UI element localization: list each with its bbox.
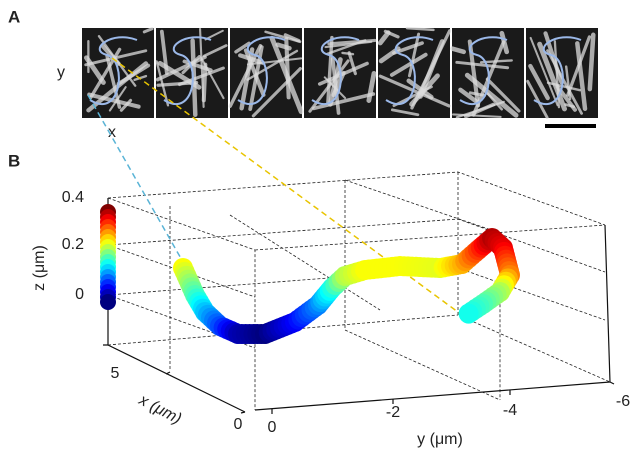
y-tick-label: -2 <box>386 404 400 421</box>
fiber <box>156 80 199 87</box>
fiber <box>200 58 225 100</box>
trajectory <box>173 228 520 344</box>
fiber <box>450 46 466 55</box>
y-tick-label: -6 <box>616 393 630 410</box>
fiber <box>202 44 228 58</box>
fiber <box>88 47 122 100</box>
fiber <box>284 37 291 100</box>
trace <box>385 36 434 105</box>
fiber <box>455 60 510 70</box>
fiber <box>383 29 400 39</box>
fiber <box>464 72 519 118</box>
trace <box>237 36 286 105</box>
trace <box>163 36 212 105</box>
fiber <box>458 87 480 105</box>
z-tick-label: 0.4 <box>62 189 84 206</box>
fiber <box>406 78 434 100</box>
fiber <box>405 26 435 32</box>
fiber <box>327 38 377 46</box>
image-strip <box>82 26 598 119</box>
fiber <box>116 63 151 86</box>
trace <box>89 36 138 105</box>
trace <box>459 36 508 105</box>
axis-label: z (μm) <box>31 245 48 291</box>
fiber <box>378 74 451 108</box>
axis-label: y <box>57 64 65 81</box>
fiber <box>587 32 596 92</box>
axis-label: x (μm) <box>135 391 184 428</box>
fiber <box>452 113 502 118</box>
axis-label: x <box>108 124 116 141</box>
fiber <box>529 36 559 107</box>
trace <box>533 36 582 105</box>
x-tick-label: 0 <box>234 416 243 433</box>
color-scale <box>100 204 116 310</box>
fiber <box>177 66 225 87</box>
fiber <box>234 41 251 54</box>
fiber <box>389 52 428 77</box>
fiber <box>390 108 420 117</box>
link-line <box>87 94 184 263</box>
fiber <box>546 81 582 92</box>
y-tick-label: 0 <box>268 419 277 436</box>
fiber <box>119 98 133 112</box>
scale-dot <box>100 294 116 310</box>
fiber <box>575 41 588 112</box>
fiber <box>326 35 334 105</box>
fiber <box>468 91 487 97</box>
panel-label: A <box>8 7 20 26</box>
fiber <box>409 73 440 107</box>
z-tick-label: 0 <box>75 286 84 303</box>
z-tick-label: 0.2 <box>62 236 84 253</box>
axis-label: y (μm) <box>417 431 463 448</box>
trace <box>311 36 360 105</box>
fiber <box>312 92 376 111</box>
fiber <box>485 77 521 113</box>
fiber <box>159 29 169 76</box>
x-tick-label: 5 <box>111 365 120 382</box>
y-tick-label: -4 <box>503 402 517 419</box>
fiber <box>526 79 549 119</box>
trajectory-point <box>458 303 479 324</box>
fiber <box>87 92 141 109</box>
fiber <box>204 29 224 41</box>
fiber <box>251 67 302 118</box>
plot-box <box>103 171 615 414</box>
fiber <box>377 30 391 46</box>
fiber <box>105 54 122 109</box>
fiber <box>537 41 567 112</box>
fiber <box>246 57 303 66</box>
fiber <box>407 32 421 78</box>
fiber <box>528 63 550 101</box>
fiber <box>566 35 592 97</box>
panel-label: B <box>8 151 20 170</box>
fiber <box>264 30 302 44</box>
fiber <box>142 27 154 34</box>
fiber <box>198 27 205 109</box>
fiber <box>347 51 357 76</box>
